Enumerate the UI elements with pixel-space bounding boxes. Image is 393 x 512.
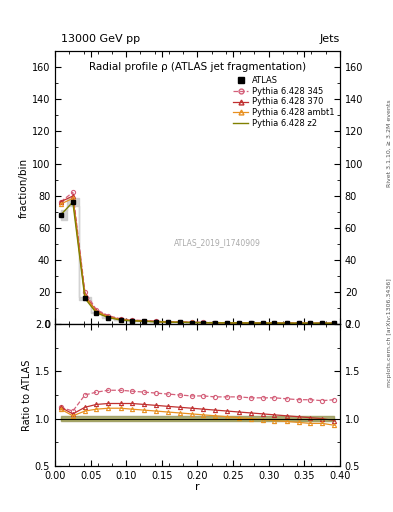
X-axis label: r: r bbox=[195, 482, 200, 492]
Text: 13000 GeV pp: 13000 GeV pp bbox=[61, 33, 140, 44]
Legend: ATLAS, Pythia 6.428 345, Pythia 6.428 370, Pythia 6.428 ambt1, Pythia 6.428 z2: ATLAS, Pythia 6.428 345, Pythia 6.428 37… bbox=[231, 74, 336, 130]
Text: Jets: Jets bbox=[320, 33, 340, 44]
Text: Rivet 3.1.10, ≥ 3.2M events: Rivet 3.1.10, ≥ 3.2M events bbox=[387, 99, 392, 187]
Text: ATLAS_2019_I1740909: ATLAS_2019_I1740909 bbox=[174, 238, 261, 247]
Text: Radial profile ρ (ATLAS jet fragmentation): Radial profile ρ (ATLAS jet fragmentatio… bbox=[89, 62, 306, 72]
Text: mcplots.cern.ch [arXiv:1306.3436]: mcplots.cern.ch [arXiv:1306.3436] bbox=[387, 279, 392, 387]
Y-axis label: fraction/bin: fraction/bin bbox=[19, 158, 29, 218]
Y-axis label: Ratio to ATLAS: Ratio to ATLAS bbox=[22, 359, 32, 431]
